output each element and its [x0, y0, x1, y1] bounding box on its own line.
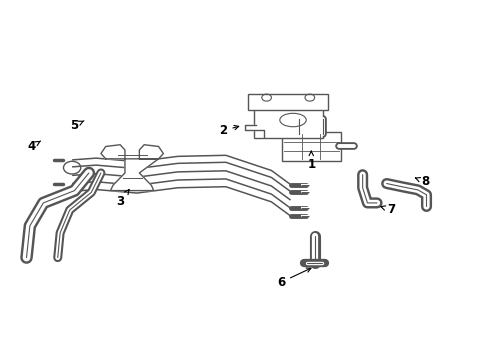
Text: 7: 7	[381, 203, 395, 216]
Polygon shape	[101, 145, 163, 190]
Polygon shape	[245, 125, 265, 137]
Text: 2: 2	[220, 124, 239, 137]
Text: 8: 8	[416, 175, 429, 188]
Text: 3: 3	[116, 190, 129, 208]
FancyBboxPatch shape	[282, 132, 341, 161]
Text: 6: 6	[277, 268, 311, 289]
Text: 1: 1	[307, 151, 316, 171]
Text: 5: 5	[71, 119, 84, 132]
FancyBboxPatch shape	[254, 105, 322, 138]
FancyBboxPatch shape	[248, 94, 328, 109]
Text: 4: 4	[27, 140, 41, 153]
